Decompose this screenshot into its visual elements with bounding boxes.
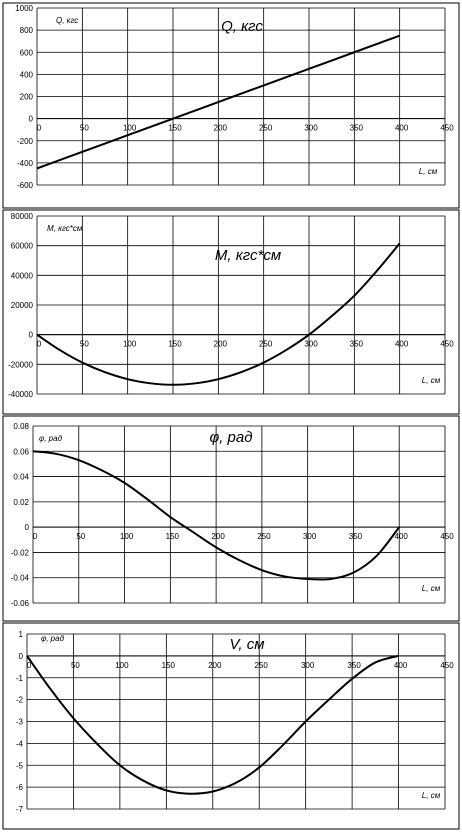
y-tick-label: 0.06 bbox=[13, 447, 29, 456]
series-line bbox=[36, 34, 401, 170]
x-tick-label: 150 bbox=[168, 124, 182, 133]
y-tick-label: -1 bbox=[16, 674, 24, 683]
x-tick-label: 450 bbox=[440, 532, 454, 541]
x-axis-label: L, см bbox=[419, 167, 438, 176]
x-axis-label: L, см bbox=[422, 584, 441, 593]
y-tick-label: 40000 bbox=[11, 271, 34, 280]
y-tick-label: -0.04 bbox=[11, 574, 30, 583]
y-tick-label: -0.02 bbox=[11, 548, 30, 557]
x-tick-label: 0 bbox=[37, 124, 42, 133]
y-tick-label: 0 bbox=[29, 115, 34, 124]
x-tick-label: 100 bbox=[123, 124, 137, 133]
x-tick-label: 400 bbox=[395, 532, 409, 541]
y-tick-label: -400 bbox=[17, 159, 34, 168]
y-axis-label: M, кгс*см bbox=[47, 224, 83, 233]
y-tick-label: 1000 bbox=[15, 4, 33, 13]
x-tick-label: 300 bbox=[304, 340, 318, 349]
y-tick-label: -40000 bbox=[8, 390, 33, 399]
x-tick-label: 150 bbox=[166, 532, 180, 541]
y-tick-label: 20000 bbox=[11, 301, 34, 310]
y-axis-label: φ, рад bbox=[41, 634, 65, 643]
x-tick-label: 250 bbox=[259, 340, 273, 349]
x-tick-label: 200 bbox=[211, 532, 225, 541]
y-tick-label: 0 bbox=[19, 652, 24, 661]
x-tick-label: 200 bbox=[208, 661, 222, 670]
x-tick-label: 150 bbox=[162, 661, 176, 670]
x-tick-label: 450 bbox=[440, 340, 454, 349]
x-tick-label: 400 bbox=[394, 661, 408, 670]
x-tick-label: 250 bbox=[255, 661, 269, 670]
x-tick-label: 50 bbox=[80, 340, 89, 349]
y-tick-label: -600 bbox=[17, 181, 34, 190]
x-tick-label: 450 bbox=[440, 124, 454, 133]
y-tick-label: -4 bbox=[16, 739, 24, 748]
x-tick-label: 150 bbox=[168, 340, 182, 349]
y-tick-label: 600 bbox=[20, 48, 34, 57]
x-axis-label: L, см bbox=[422, 791, 441, 800]
x-tick-label: 100 bbox=[115, 661, 129, 670]
x-tick-label: 400 bbox=[395, 124, 409, 133]
x-tick-label: 400 bbox=[395, 340, 409, 349]
y-tick-label: 0 bbox=[25, 523, 30, 532]
x-tick-label: 300 bbox=[303, 532, 317, 541]
y-tick-label: -20000 bbox=[8, 360, 33, 369]
series-line bbox=[32, 450, 401, 581]
y-tick-label: 0.08 bbox=[13, 422, 29, 431]
x-tick-label: 100 bbox=[123, 340, 137, 349]
chart-panel-2: 80000 60000 40000 20000 0 -20000 -40000 0 50 100 1… bbox=[2, 209, 460, 415]
x-tick-label: 350 bbox=[350, 124, 364, 133]
y-tick-label: -0.06 bbox=[11, 599, 30, 608]
y-tick-label: 0 bbox=[29, 331, 34, 340]
y-tick-label: 400 bbox=[20, 70, 34, 79]
y-tick-label: -5 bbox=[16, 761, 24, 770]
x-tick-label: 300 bbox=[301, 661, 315, 670]
y-tick-label: 800 bbox=[20, 26, 34, 35]
x-tick-label: 200 bbox=[214, 124, 228, 133]
x-tick-label: 350 bbox=[349, 532, 363, 541]
y-tick-label: -7 bbox=[16, 805, 24, 814]
x-tick-label: 350 bbox=[347, 661, 361, 670]
y-tick-label: 80000 bbox=[11, 212, 34, 221]
series-line bbox=[26, 654, 399, 795]
x-tick-label: 50 bbox=[80, 124, 89, 133]
x-tick-label: 250 bbox=[257, 532, 271, 541]
x-tick-label: 450 bbox=[440, 661, 454, 670]
y-tick-label: 1 bbox=[19, 630, 24, 639]
panel-border bbox=[2, 622, 460, 830]
x-tick-label: 50 bbox=[71, 661, 80, 670]
y-axis-label: Q, кгс bbox=[56, 16, 78, 25]
panel-border bbox=[2, 209, 460, 415]
chart-panel-4: 10-1-2-3-4-5-6-70 50 100 150 200 250 300 350 400… bbox=[2, 622, 460, 830]
x-tick-label: 250 bbox=[259, 124, 273, 133]
y-tick-label: 60000 bbox=[11, 242, 34, 251]
y-tick-label: -3 bbox=[16, 718, 24, 727]
x-tick-label: 0 bbox=[27, 661, 32, 670]
y-tick-label: -6 bbox=[16, 783, 24, 792]
y-tick-label: 0.04 bbox=[13, 473, 29, 482]
chart-panel-3: 0.080.060.040.020-0.02-0.04-0.060 50 100 15… bbox=[2, 415, 460, 622]
x-axis-label: L, см bbox=[422, 376, 441, 385]
x-tick-label: 350 bbox=[350, 340, 364, 349]
chart-title: Q, кгс bbox=[221, 18, 263, 35]
x-tick-label: 0 bbox=[33, 532, 38, 541]
x-tick-label: 200 bbox=[214, 340, 228, 349]
y-tick-label: -200 bbox=[17, 137, 34, 146]
x-tick-label: 300 bbox=[304, 124, 318, 133]
x-tick-label: 0 bbox=[37, 340, 42, 349]
y-tick-label: 0.02 bbox=[13, 498, 29, 507]
chart-title: V, см bbox=[229, 636, 264, 653]
series-line bbox=[36, 242, 401, 386]
panel-border bbox=[2, 2, 460, 209]
y-tick-label: -2 bbox=[16, 696, 24, 705]
x-tick-label: 100 bbox=[120, 532, 134, 541]
x-tick-label: 50 bbox=[76, 532, 85, 541]
y-axis-label: φ, рад bbox=[39, 434, 63, 443]
panel-border bbox=[2, 415, 460, 622]
chart-title: M, кгс*см bbox=[215, 247, 281, 264]
y-tick-label: 200 bbox=[20, 93, 34, 102]
chart-title: φ, рад bbox=[209, 429, 252, 446]
